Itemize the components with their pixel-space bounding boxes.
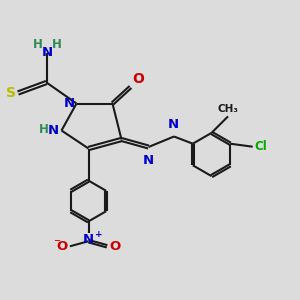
Text: +: + bbox=[95, 230, 103, 239]
Text: N: N bbox=[83, 233, 94, 246]
Text: H: H bbox=[33, 38, 42, 51]
Text: N: N bbox=[143, 154, 154, 166]
Text: O: O bbox=[110, 240, 121, 253]
Text: S: S bbox=[6, 86, 16, 100]
Text: N: N bbox=[48, 124, 59, 137]
Text: H: H bbox=[39, 123, 49, 136]
Text: N: N bbox=[64, 97, 75, 110]
Text: O: O bbox=[56, 240, 68, 253]
Text: CH₃: CH₃ bbox=[218, 104, 239, 114]
Text: N: N bbox=[168, 118, 179, 130]
Text: O: O bbox=[132, 71, 144, 85]
Text: N: N bbox=[41, 46, 53, 59]
Text: H: H bbox=[52, 38, 62, 51]
Text: ⁻: ⁻ bbox=[53, 237, 60, 250]
Text: Cl: Cl bbox=[254, 140, 267, 153]
